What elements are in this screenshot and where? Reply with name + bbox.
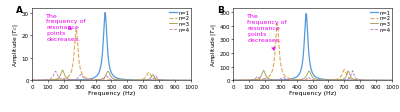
Line: n=4: n=4 bbox=[233, 71, 392, 81]
n=1 bbox=[168, 80, 173, 81]
Text: B: B bbox=[217, 6, 224, 15]
Text: The
frequency of
resonance
points
decreases.: The frequency of resonance points decrea… bbox=[46, 13, 86, 41]
n=4 bbox=[30, 80, 34, 81]
Line: n=2: n=2 bbox=[32, 29, 191, 81]
n=4 bbox=[370, 80, 374, 81]
n=4 bbox=[188, 80, 193, 81]
n=1 bbox=[390, 80, 394, 81]
X-axis label: Frequency (Hz): Frequency (Hz) bbox=[289, 90, 336, 95]
n=3 bbox=[48, 80, 52, 81]
n=4 bbox=[168, 80, 173, 81]
n=2 bbox=[298, 79, 303, 81]
n=4 bbox=[258, 79, 263, 80]
n=1 bbox=[188, 80, 193, 81]
n=2 bbox=[91, 79, 96, 80]
n=4 bbox=[249, 80, 254, 81]
n=1 bbox=[90, 78, 95, 79]
n=3 bbox=[261, 70, 266, 72]
n=2 bbox=[74, 28, 79, 30]
n=3 bbox=[258, 76, 263, 78]
n=2 bbox=[390, 80, 394, 81]
n=4 bbox=[298, 80, 303, 81]
n=4 bbox=[386, 80, 391, 81]
n=1 bbox=[30, 80, 34, 81]
n=1 bbox=[98, 70, 102, 71]
n=3 bbox=[249, 80, 254, 81]
n=3 bbox=[370, 80, 374, 81]
n=1 bbox=[258, 80, 263, 81]
n=2 bbox=[168, 80, 173, 81]
n=4 bbox=[231, 80, 236, 81]
Line: n=1: n=1 bbox=[233, 14, 392, 81]
n=2 bbox=[48, 80, 52, 81]
Line: n=1: n=1 bbox=[32, 13, 191, 81]
n=3 bbox=[298, 79, 303, 80]
n=2 bbox=[98, 80, 102, 81]
Y-axis label: Amplitude |$T_d$|: Amplitude |$T_d$| bbox=[209, 23, 218, 66]
Legend: n=1, n=2, n=3, n=4: n=1, n=2, n=3, n=4 bbox=[168, 10, 190, 33]
Line: n=4: n=4 bbox=[32, 72, 191, 81]
n=4 bbox=[53, 71, 58, 72]
n=2 bbox=[188, 80, 193, 81]
X-axis label: Frequency (Hz): Frequency (Hz) bbox=[88, 90, 135, 95]
n=1 bbox=[386, 80, 391, 81]
n=1 bbox=[103, 13, 108, 14]
n=3 bbox=[168, 80, 173, 81]
n=2 bbox=[258, 79, 263, 80]
n=2 bbox=[370, 80, 374, 81]
Text: The
frequency of
resonance
points
decreases.: The frequency of resonance points decrea… bbox=[247, 14, 287, 51]
n=1 bbox=[298, 70, 303, 71]
n=1 bbox=[48, 80, 52, 81]
n=2 bbox=[186, 80, 190, 81]
n=1 bbox=[57, 80, 62, 81]
n=4 bbox=[390, 80, 394, 81]
n=4 bbox=[186, 80, 190, 81]
n=3 bbox=[30, 80, 34, 81]
n=2 bbox=[249, 80, 254, 81]
n=4 bbox=[57, 78, 62, 79]
n=2 bbox=[275, 24, 280, 25]
n=3 bbox=[292, 80, 296, 81]
n=2 bbox=[292, 79, 296, 80]
n=2 bbox=[231, 80, 236, 81]
n=3 bbox=[186, 80, 190, 81]
n=3 bbox=[231, 80, 236, 81]
n=4 bbox=[91, 80, 96, 81]
Y-axis label: Amplitude |$T_C$|: Amplitude |$T_C$| bbox=[12, 23, 20, 67]
n=4 bbox=[48, 79, 52, 80]
n=1 bbox=[304, 14, 308, 15]
n=3 bbox=[188, 80, 193, 81]
Line: n=3: n=3 bbox=[32, 71, 191, 81]
n=3 bbox=[60, 70, 65, 71]
n=2 bbox=[386, 80, 391, 81]
Legend: n=1, n=2, n=3, n=4: n=1, n=2, n=3, n=4 bbox=[369, 10, 391, 33]
Line: n=2: n=2 bbox=[233, 25, 392, 81]
n=4 bbox=[350, 70, 355, 72]
Line: n=3: n=3 bbox=[233, 71, 392, 81]
n=2 bbox=[30, 80, 34, 81]
n=4 bbox=[98, 80, 102, 81]
n=1 bbox=[186, 80, 190, 81]
n=3 bbox=[390, 80, 394, 81]
n=3 bbox=[57, 76, 62, 78]
n=3 bbox=[91, 80, 96, 81]
n=1 bbox=[231, 80, 236, 81]
n=1 bbox=[249, 80, 254, 81]
n=1 bbox=[370, 80, 374, 81]
Text: A: A bbox=[16, 6, 23, 15]
n=3 bbox=[386, 80, 391, 81]
n=2 bbox=[57, 79, 62, 80]
n=3 bbox=[98, 79, 102, 80]
n=4 bbox=[292, 80, 296, 81]
n=1 bbox=[292, 78, 296, 79]
